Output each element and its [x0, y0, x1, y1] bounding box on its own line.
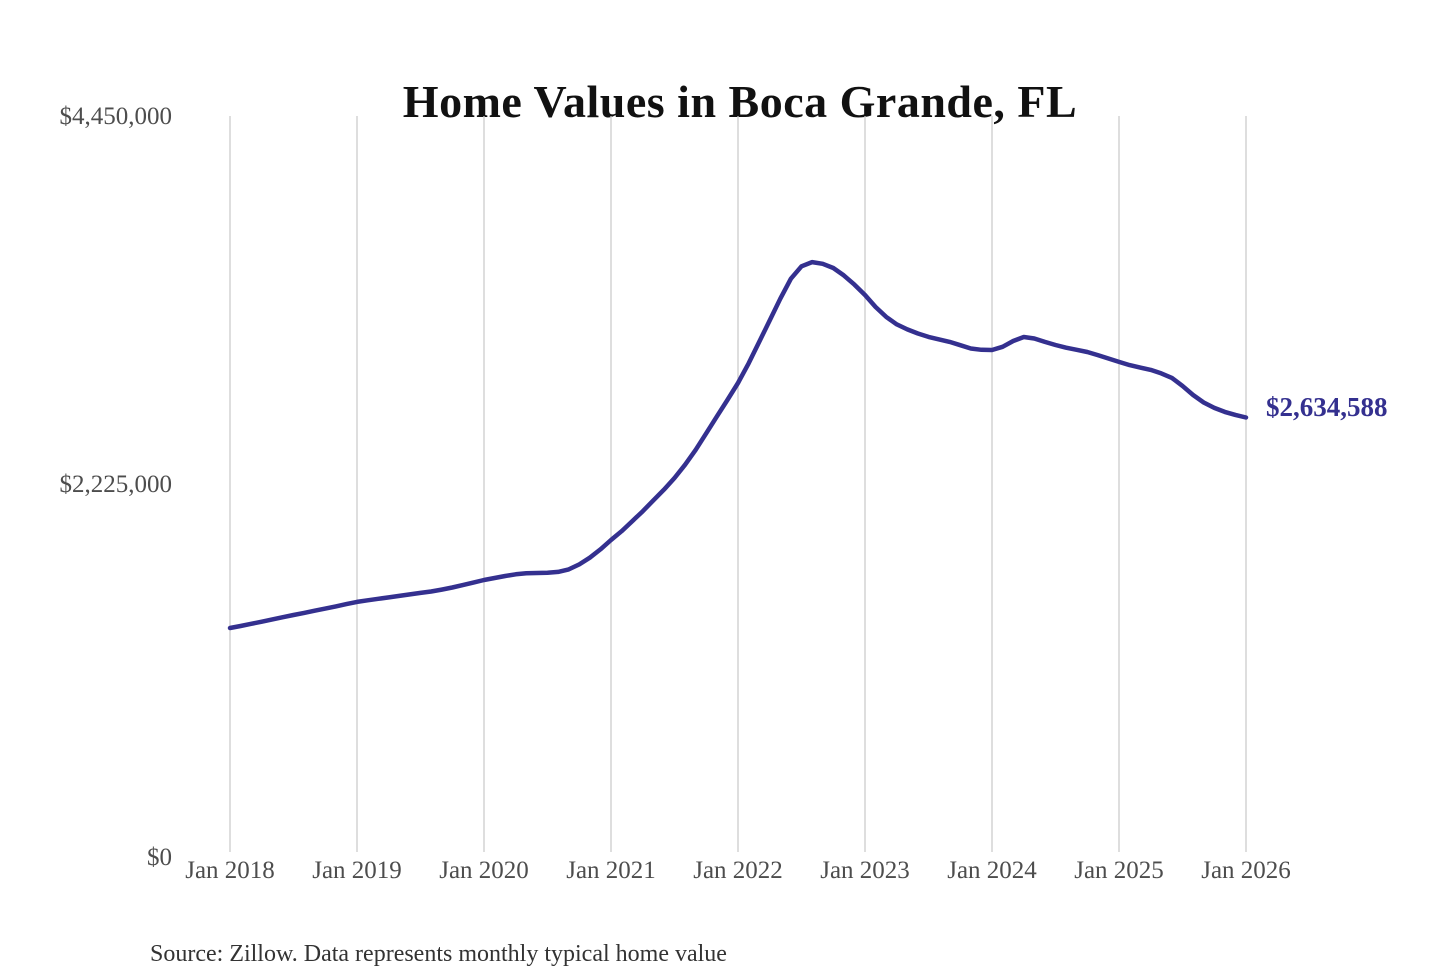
x-axis-tick-label: Jan 2019	[312, 857, 402, 884]
x-axis-tick-label: Jan 2022	[693, 857, 783, 884]
x-axis-tick-label: Jan 2023	[820, 857, 910, 884]
x-axis-tick-label: Jan 2026	[1201, 857, 1291, 884]
y-axis-tick-label: $2,225,000	[59, 471, 173, 498]
y-axis-tick-label: $0	[147, 844, 172, 871]
chart-title: Home Values in Boca Grande, FL	[402, 75, 1078, 127]
y-axis-tick-label: $4,450,000	[59, 103, 173, 130]
x-axis-tick-label: Jan 2021	[566, 857, 656, 884]
current-value-label: $2,634,588	[1266, 392, 1388, 422]
x-axis-tick-label: Jan 2024	[947, 857, 1037, 884]
source-note: Source: Zillow. Data represents monthly …	[150, 941, 727, 967]
x-axis-tick-label: Jan 2018	[185, 857, 275, 884]
home-value-series-line	[227, 259, 1249, 631]
x-axis-tick-label: Jan 2025	[1074, 857, 1164, 884]
x-axis-tick-label: Jan 2020	[439, 857, 529, 884]
